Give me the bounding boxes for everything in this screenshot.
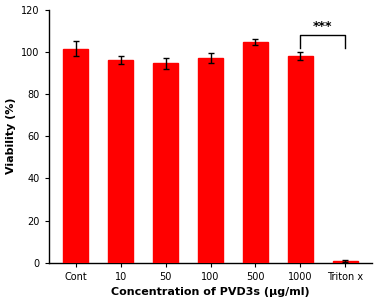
Bar (64, 48, 88, 263)
Bar (153, 63, 178, 263)
X-axis label: Concentration of PVD3s (μg/ml): Concentration of PVD3s (μg/ml) (111, 288, 310, 298)
Bar (108, 60, 133, 263)
Bar (333, 261, 358, 263)
Y-axis label: Viability (%): Viability (%) (6, 98, 15, 175)
Text: ***: *** (313, 20, 333, 33)
Bar (243, 42, 268, 263)
Bar (288, 56, 313, 263)
Bar (198, 58, 223, 263)
